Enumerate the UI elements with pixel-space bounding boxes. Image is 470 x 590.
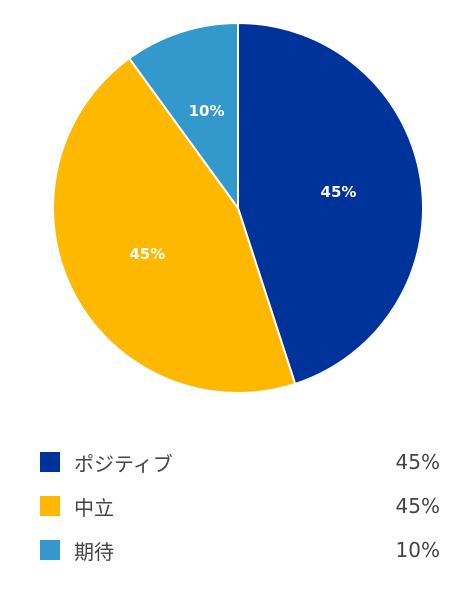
pie-label-positive: 45% xyxy=(321,183,357,201)
pie-label-expectation: 10% xyxy=(189,102,225,120)
legend-item-positive: ポジティブ 45% xyxy=(40,440,440,484)
pie-slice-neutral xyxy=(52,56,297,394)
legend-value-positive: 45% xyxy=(395,450,440,474)
legend-label-neutral: 中立 xyxy=(74,495,114,520)
legend: ポジティブ 45% 中立 45% 期待 10% xyxy=(40,440,440,572)
pie-slice-expectation xyxy=(127,21,239,212)
legend-swatch-positive xyxy=(40,452,60,472)
legend-item-expectation: 期待 10% xyxy=(40,528,440,572)
legend-swatch-expectation xyxy=(40,540,60,560)
legend-label-positive: ポジティブ xyxy=(74,451,173,476)
legend-swatch-neutral xyxy=(40,496,60,516)
legend-value-expectation: 10% xyxy=(395,538,440,562)
pie-label-neutral: 45% xyxy=(129,245,165,263)
legend-item-neutral: 中立 45% xyxy=(40,484,440,528)
pie-plot: 45% 45% 10% xyxy=(52,21,424,394)
pie-slice-positive xyxy=(237,21,424,386)
legend-label-expectation: 期待 xyxy=(74,539,114,564)
legend-value-neutral: 45% xyxy=(395,494,440,518)
